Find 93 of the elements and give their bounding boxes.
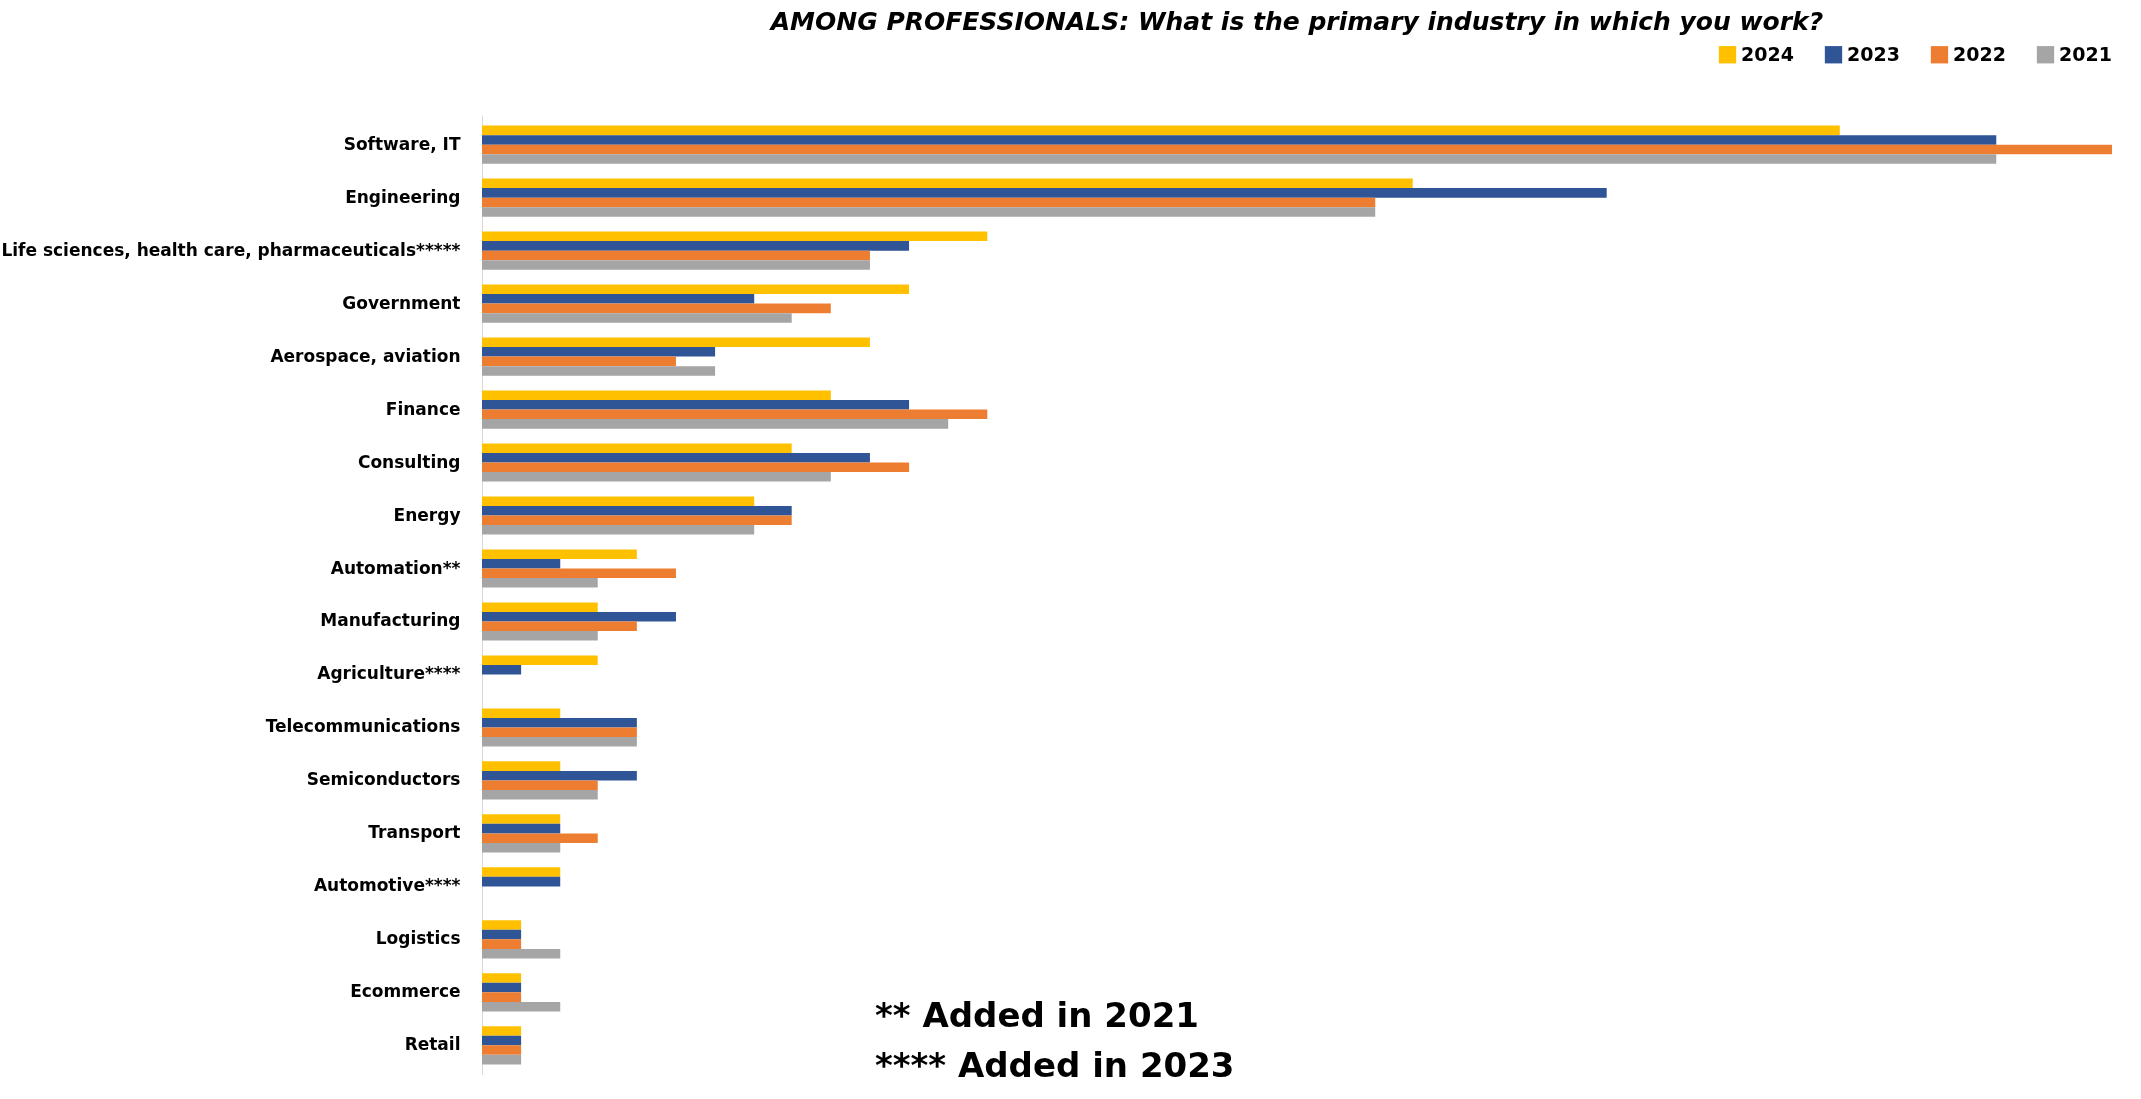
bar <box>482 842 561 853</box>
bar <box>482 135 1997 145</box>
bar <box>482 948 561 959</box>
bar <box>482 973 522 983</box>
bar <box>482 178 1413 189</box>
bar <box>482 602 598 612</box>
y-tick-label: Consulting <box>357 451 461 472</box>
bar <box>482 207 1376 217</box>
bar <box>482 611 676 622</box>
bar <box>482 761 561 771</box>
bar <box>482 337 870 348</box>
annotation: ** Added in 2021 <box>875 994 1200 1037</box>
bar <box>482 664 522 675</box>
bar <box>482 472 831 482</box>
bar <box>482 1054 522 1065</box>
bar <box>482 920 522 930</box>
bar <box>482 621 637 632</box>
y-tick-label: Telecommunications <box>265 716 461 737</box>
y-tick-label: Automotive**** <box>313 875 461 896</box>
legend-label: 2021 <box>2059 42 2112 65</box>
bar <box>482 260 870 270</box>
bar <box>482 823 561 834</box>
y-tick-label: Semiconductors <box>306 769 461 790</box>
bar <box>482 992 522 1002</box>
bar <box>482 125 1840 136</box>
chart-title: AMONG PROFESSIONALS: What is the primary industry in which you work? <box>768 7 1824 36</box>
bar <box>482 347 716 357</box>
bar <box>482 631 598 641</box>
bar <box>482 154 1997 164</box>
bar <box>482 366 716 376</box>
bar <box>482 515 792 526</box>
bar <box>482 789 598 800</box>
bar <box>482 655 598 665</box>
bar <box>482 197 1376 208</box>
bar <box>482 939 522 949</box>
bar <box>482 1035 522 1046</box>
y-tick-label: Transport <box>368 822 461 843</box>
y-tick-label: Retail <box>404 1034 461 1055</box>
y-tick-label: Engineering <box>345 186 461 207</box>
bar <box>482 453 870 463</box>
bar <box>482 250 870 261</box>
bar <box>482 780 598 790</box>
bar <box>482 496 755 506</box>
bar <box>482 568 676 579</box>
bar <box>482 867 561 877</box>
bar <box>482 188 1607 198</box>
bar <box>482 400 910 410</box>
bar <box>482 462 910 473</box>
y-tick-label: Government <box>342 292 461 313</box>
bar <box>482 294 755 304</box>
bar <box>482 144 2112 155</box>
legend-label: 2022 <box>1953 42 2006 65</box>
bar <box>482 549 637 559</box>
bar <box>482 284 910 295</box>
bar <box>482 833 598 843</box>
y-tick-label: Manufacturing <box>320 610 461 631</box>
bar <box>482 313 792 323</box>
annotation: **** Added in 2023 <box>875 1044 1235 1087</box>
bar <box>482 1001 561 1012</box>
y-tick-label: Ecommerce <box>350 981 461 1002</box>
y-tick-label: Energy <box>393 504 461 525</box>
bar <box>482 982 522 993</box>
y-tick-label: Life sciences, health care, pharmaceuticals***** <box>1 239 461 260</box>
y-tick-label: Automation** <box>330 557 461 578</box>
bar <box>482 814 561 824</box>
y-tick-label: Software, IT <box>343 133 461 154</box>
bar <box>482 1045 522 1055</box>
bar <box>482 231 988 242</box>
legend-label: 2023 <box>1847 42 1900 65</box>
bar <box>482 409 988 420</box>
y-tick-label: Finance <box>385 398 461 419</box>
bar <box>482 241 910 251</box>
bar <box>482 356 676 367</box>
bar <box>482 525 755 535</box>
bar <box>482 390 831 401</box>
bar <box>482 717 637 728</box>
y-tick-label: Aerospace, aviation <box>270 345 461 366</box>
bar <box>482 929 522 940</box>
bar <box>482 1026 522 1036</box>
bar <box>482 876 561 887</box>
bar <box>482 578 598 588</box>
y-tick-label: Logistics <box>375 928 461 949</box>
bar <box>482 736 637 747</box>
bar <box>482 443 792 454</box>
bar <box>482 505 792 516</box>
bar <box>482 708 561 718</box>
y-tick-label: Agriculture**** <box>317 663 461 684</box>
bar <box>482 727 637 737</box>
bar <box>482 558 561 569</box>
bar <box>482 419 949 429</box>
legend-label: 2024 <box>1741 42 1794 65</box>
bar <box>482 303 831 314</box>
bar <box>482 770 637 781</box>
